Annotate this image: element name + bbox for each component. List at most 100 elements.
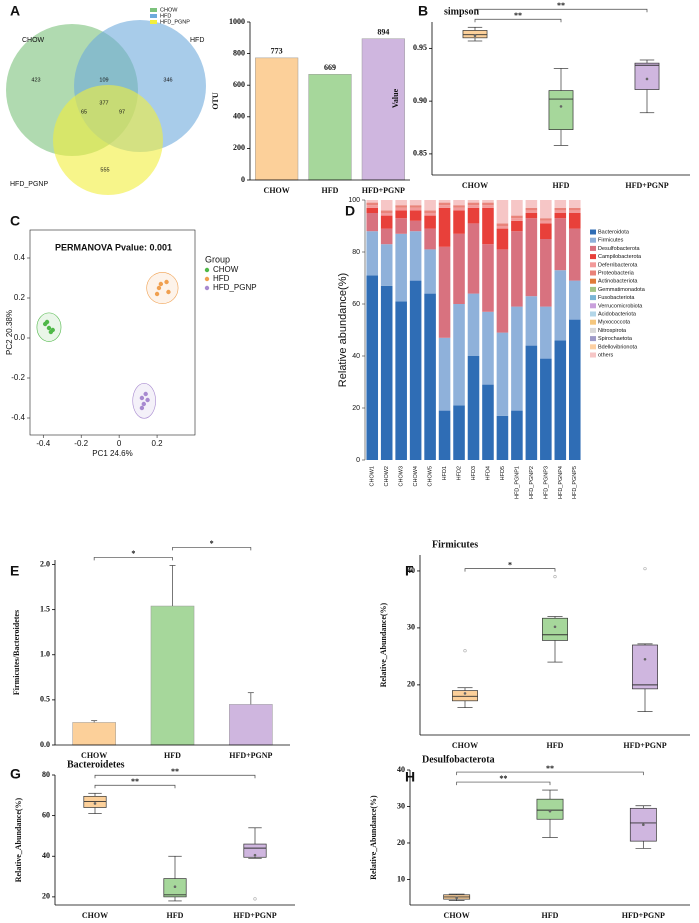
bar-segment: [467, 223, 480, 294]
significance-bracket: [464, 568, 556, 572]
y-tick-label: 30: [397, 801, 405, 810]
bar-segment: [554, 210, 567, 213]
legend-swatch: [590, 237, 596, 243]
bar-segment: [511, 220, 523, 232]
significance-bracket: [94, 784, 176, 789]
y-tick-label: 0: [241, 175, 245, 184]
legend-swatch: [150, 14, 157, 18]
y-axis-label: Relative abundance(%): [337, 273, 349, 387]
legend-swatch: [590, 319, 596, 325]
bar-segment: [467, 205, 480, 208]
bar-segment: [438, 202, 451, 206]
point: [141, 401, 146, 407]
x-tick-label: HFD_PGNP1: [514, 466, 520, 499]
box: [536, 798, 564, 820]
y-tick-label: 0.85: [413, 149, 427, 158]
chart-title: simpson: [444, 6, 479, 17]
legend-label: Campilobacterota: [598, 254, 642, 260]
x-tick-label: HFD_PGNP5: [572, 466, 578, 499]
x-tick-label: HFD: [542, 911, 559, 920]
bar-segment: [554, 207, 567, 211]
significance-label: **: [499, 774, 507, 783]
legend-swatch: [150, 8, 157, 12]
significance-label: *: [508, 560, 512, 569]
bar-segment: [467, 207, 480, 224]
x-axis-label: PC1 24.6%: [92, 449, 132, 458]
bar: [255, 57, 299, 181]
bar-segment: [525, 296, 538, 346]
bar-segment: [395, 207, 407, 211]
bar-segment: [482, 311, 494, 385]
chart-title: PERMANOVA Pvalue: 0.001: [55, 242, 172, 252]
bar-segment: [380, 285, 393, 460]
legend-label: HFD: [160, 13, 171, 19]
bar-segment: [366, 213, 379, 232]
venn-count: 97: [119, 109, 125, 115]
bar-segment: [409, 280, 422, 460]
panel-letter: H: [405, 769, 415, 785]
x-tick-label: -0.4: [36, 439, 50, 448]
y-tick-label: 20: [42, 892, 50, 901]
legend-swatch: [590, 336, 596, 342]
legend-label: Fusobacteriota: [598, 295, 635, 301]
bar-segment: [395, 210, 407, 219]
significance-bracket: [474, 18, 562, 23]
mean: [173, 885, 177, 889]
bar-segment: [525, 345, 538, 460]
bar-segment: [366, 205, 379, 208]
value-label: 669: [324, 63, 336, 72]
outlier: [463, 649, 467, 653]
bar-segment: [409, 210, 422, 221]
bar-segment: [568, 280, 581, 320]
bar: [150, 605, 195, 746]
point: [145, 397, 150, 403]
x-tick-label: HFD_PGNP3: [543, 466, 549, 499]
y-tick-label: -0.2: [11, 373, 25, 382]
panel-letter: F: [405, 563, 414, 579]
y-tick-label: 10: [397, 874, 405, 883]
point: [50, 327, 55, 333]
bar-segment: [424, 228, 436, 250]
bar-segment: [467, 200, 480, 203]
legend-swatch: [590, 286, 596, 292]
venn-count: 423: [31, 77, 40, 83]
panel-letter: C: [10, 213, 20, 229]
y-tick-label: 2.0: [40, 559, 50, 568]
bar-segment: [496, 249, 509, 333]
panel-letter: G: [10, 766, 21, 782]
significance-bracket: [94, 774, 256, 779]
y-tick-label: 100: [348, 197, 360, 204]
x-tick-label: HFD+PGNP: [233, 911, 276, 920]
bar-segment: [482, 202, 494, 206]
significance-label: **: [557, 1, 565, 10]
x-tick-label: HFD+PGNP: [623, 741, 666, 750]
y-tick-label: 60: [352, 301, 360, 308]
bar-segment: [380, 228, 393, 245]
x-tick-label: CHOW: [452, 741, 478, 750]
group-ellipse: [146, 272, 179, 304]
x-tick-label: HFD+PGNP: [625, 181, 668, 190]
legend-title: Group: [205, 254, 230, 264]
bar-segment: [453, 207, 465, 211]
bar-segment: [424, 200, 436, 211]
significance-label: *: [210, 539, 214, 548]
y-axis-label: Firmicutes/Bacteroidetes: [12, 610, 21, 695]
bar-segment: [424, 293, 436, 460]
bar-segment: [496, 223, 509, 226]
legend-label: Bacteroidota: [598, 229, 630, 235]
legend-label: CHOW: [213, 265, 239, 274]
bar-segment: [424, 215, 436, 229]
bar-segment: [540, 218, 552, 221]
bar-segment: [525, 207, 538, 211]
x-tick-label: HFD_PGNP2: [529, 466, 535, 499]
bar-segment: [511, 410, 523, 460]
venn-count: 65: [81, 109, 87, 115]
legend-swatch: [590, 278, 596, 284]
box: [548, 90, 574, 130]
bar-segment: [554, 213, 567, 219]
y-tick-label: 20: [407, 680, 415, 689]
x-tick-label: CHOW: [81, 751, 107, 760]
legend-swatch: [590, 327, 596, 333]
y-axis-label: Relative_Abundance(%): [379, 602, 388, 687]
